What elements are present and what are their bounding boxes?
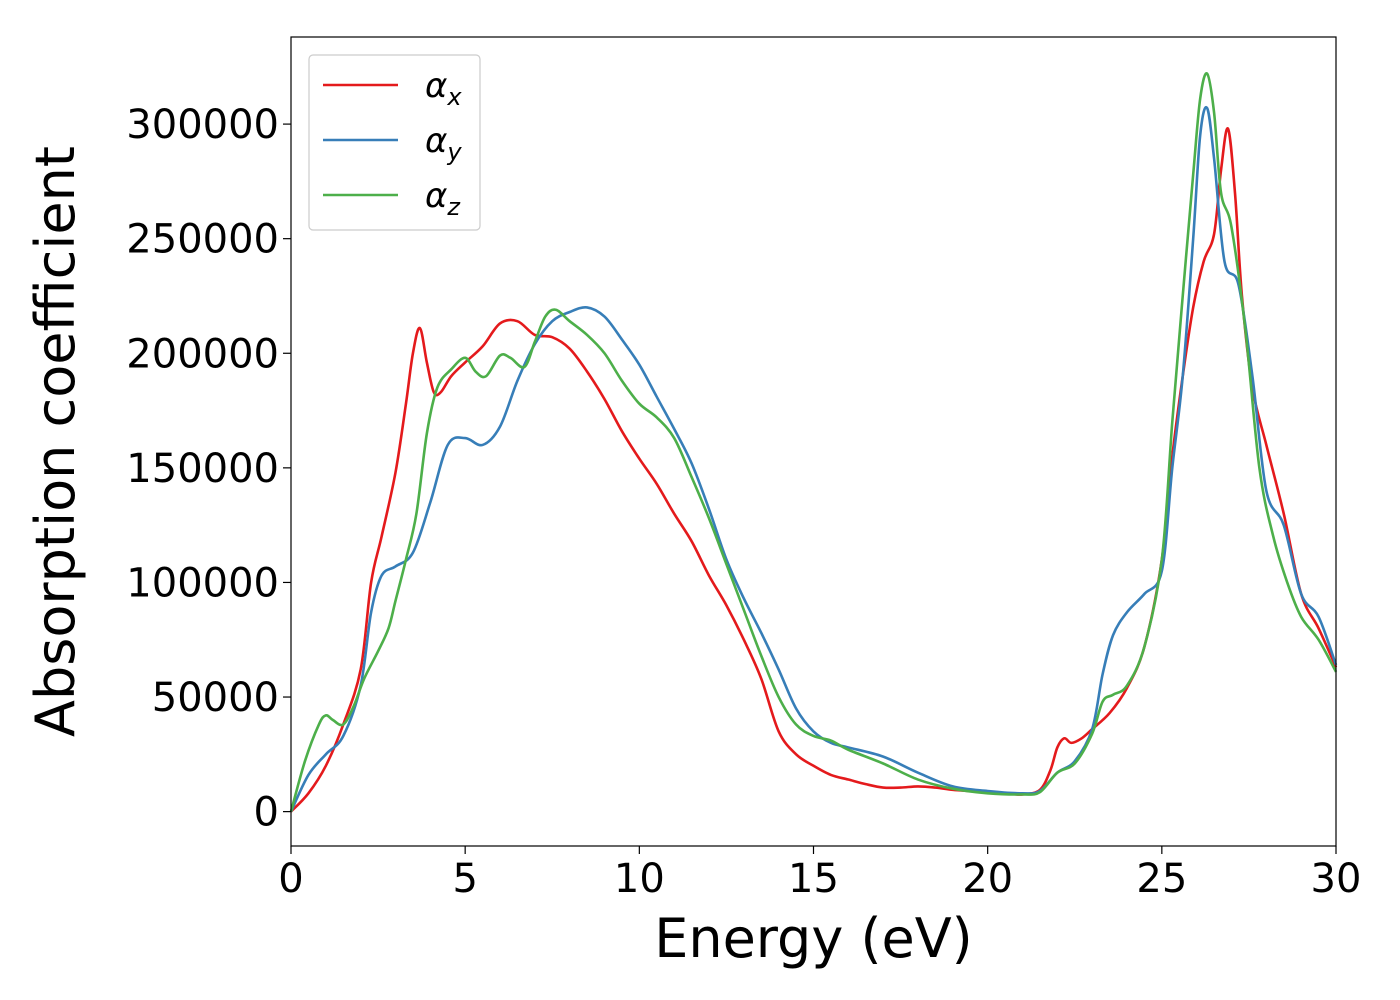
x-tick-label: 25 [1136,856,1187,902]
legend-label-x: αx [425,66,462,111]
y-tick-label: 300000 [126,102,279,148]
legend-box [308,54,481,231]
series-line-x [290,127,1338,813]
y-tick-label: 0 [254,790,279,836]
y-tick-label: 150000 [126,446,279,492]
y-tick-label: 250000 [126,217,279,263]
y-tick-label: 100000 [126,560,279,606]
series-layer [289,72,1338,813]
x-axis-label: Energy (eV) [654,907,973,970]
ticks-layer: 0 5 10 15 20 25 30 0 50000 100000 150000 200000 2500… [126,102,1361,902]
y-tick-label: 200000 [126,331,279,377]
legend: αx αy αz [308,54,481,231]
y-axis-label: Absorption coefficient [24,146,87,737]
series-line-z [289,72,1338,812]
x-tick-label: 0 [278,856,303,902]
x-tick-label: 15 [788,856,839,902]
legend-label-y: αy [425,121,462,166]
x-tick-label: 20 [962,856,1013,902]
legend-label-z: αz [425,176,461,221]
x-tick-label: 10 [614,856,665,902]
y-tick-label: 50000 [152,675,279,721]
x-tick-label: 5 [452,856,477,902]
x-tick-label: 30 [1311,856,1362,902]
